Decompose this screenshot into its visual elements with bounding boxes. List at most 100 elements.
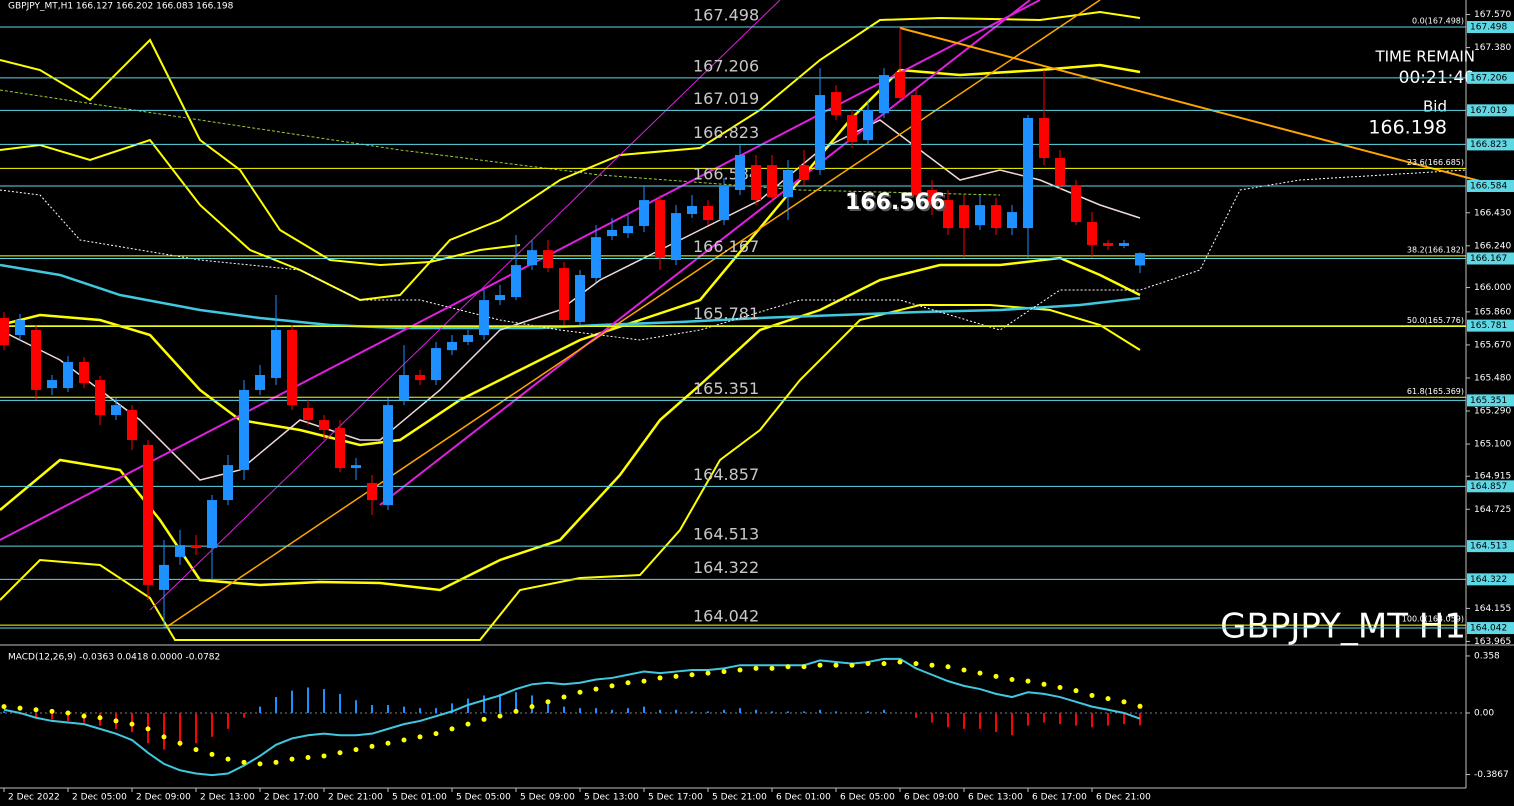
level-label: 164.322 xyxy=(693,558,759,577)
signal-dot xyxy=(609,683,615,689)
candle-body xyxy=(447,341,457,351)
signal-dot xyxy=(417,734,423,740)
signal-dot xyxy=(561,694,567,700)
signal-dot xyxy=(1057,684,1063,690)
signal-dot xyxy=(529,704,535,710)
signal-dot xyxy=(785,664,791,670)
signal-dot xyxy=(497,713,503,719)
candle-body xyxy=(1119,243,1129,246)
bid-price: 166.198 xyxy=(1368,117,1447,139)
level-price-box xyxy=(1467,540,1514,553)
signal-dot xyxy=(1089,692,1095,698)
signal-dot xyxy=(881,661,887,667)
signal-dot xyxy=(929,662,935,668)
level-label: 166.823 xyxy=(693,123,759,142)
candle-body xyxy=(463,335,473,342)
candle-body xyxy=(1103,243,1113,246)
y-tick-label: 166.000 xyxy=(1474,283,1511,293)
candle-body xyxy=(63,361,73,389)
level-label: 165.781 xyxy=(693,304,759,323)
y-tick-label: 164.725 xyxy=(1474,505,1511,515)
y-tick-label: 165.480 xyxy=(1474,373,1511,383)
signal-dot xyxy=(17,705,23,711)
signal-dot xyxy=(1,704,7,710)
candle-body xyxy=(319,420,329,430)
candle-body xyxy=(95,380,105,416)
candle-body xyxy=(687,205,697,214)
y-tick-label: 0.00 xyxy=(1474,708,1494,718)
signal-dot xyxy=(1025,678,1031,684)
time-remain-label: TIME REMAIN xyxy=(1374,48,1475,66)
signal-dot xyxy=(337,750,343,756)
x-tick-label: 2 Dec 09:00 xyxy=(136,793,191,803)
candle-body xyxy=(943,200,953,229)
level-price-label: 167.498 xyxy=(1470,23,1507,33)
signal-dot xyxy=(113,718,119,724)
candle-body xyxy=(1023,117,1033,229)
x-tick-label: 6 Dec 13:00 xyxy=(968,793,1023,803)
level-label: 164.513 xyxy=(693,525,759,544)
signal-dot xyxy=(737,667,743,673)
signal-dot xyxy=(1073,688,1079,694)
level-label: 166.584 xyxy=(693,164,759,183)
candle-body xyxy=(1055,157,1065,186)
candle-body xyxy=(223,465,233,501)
fib-label: 23.6(166.685) xyxy=(1407,158,1464,167)
fib-label: 0.0(167.498) xyxy=(1412,17,1464,26)
candle-body xyxy=(159,564,169,590)
watermark: GBPJPY_MT H1 xyxy=(1220,607,1466,647)
signal-dot xyxy=(945,664,951,670)
fib-label: 100.0(164.059) xyxy=(1402,615,1464,624)
signal-dot xyxy=(1121,699,1127,705)
candle-body xyxy=(527,250,537,266)
x-tick-label: 2 Dec 17:00 xyxy=(264,793,319,803)
candle-body xyxy=(639,200,649,226)
signal-dot xyxy=(321,753,327,759)
level-price-box xyxy=(1467,252,1514,265)
candle-body xyxy=(15,320,25,336)
macd-title: MACD(12,26,9) -0.0363 0.0418 0.0000 -0.0… xyxy=(8,653,220,663)
signal-dot xyxy=(897,659,903,665)
signal-dot xyxy=(913,661,919,667)
trend-line xyxy=(899,27,1514,191)
candle-body xyxy=(303,408,313,421)
x-tick-label: 5 Dec 01:00 xyxy=(392,793,447,803)
level-price-box xyxy=(1467,179,1514,192)
signal-dot xyxy=(689,672,695,678)
candle-body xyxy=(511,265,521,298)
candle-body xyxy=(127,409,137,441)
level-label: 164.857 xyxy=(693,465,759,484)
candle-body xyxy=(415,375,425,381)
candle-body xyxy=(927,189,937,206)
y-tick-label: 165.290 xyxy=(1474,407,1511,417)
price-label: 166.566 xyxy=(845,190,945,215)
signal-dot xyxy=(593,686,599,692)
y-tick-label: 166.430 xyxy=(1474,208,1511,218)
level-label: 166.167 xyxy=(693,237,759,256)
level-price-label: 164.513 xyxy=(1470,542,1507,552)
candle-body xyxy=(767,165,777,198)
signal-dot xyxy=(657,675,663,681)
candle-body xyxy=(911,95,921,196)
signal-dot xyxy=(625,680,631,686)
ichimoku-span xyxy=(0,169,1467,341)
signal-dot xyxy=(385,740,391,746)
candle-body xyxy=(991,205,1001,229)
signal-dot xyxy=(833,662,839,668)
candle-body xyxy=(815,95,825,170)
candle-body xyxy=(879,75,889,114)
signal-dot xyxy=(193,747,199,753)
signal-dot xyxy=(401,737,407,743)
candle-body xyxy=(287,329,297,406)
signal-dot xyxy=(1041,681,1047,687)
level-price-box xyxy=(1467,480,1514,493)
signal-dot xyxy=(97,715,103,721)
y-tick-label: 165.100 xyxy=(1474,440,1511,450)
candle-body xyxy=(431,348,441,381)
candle-body xyxy=(0,317,9,346)
candle-body xyxy=(1039,117,1049,158)
slow-moving-average xyxy=(0,89,1001,196)
x-tick-label: 5 Dec 21:00 xyxy=(712,793,767,803)
candle-body xyxy=(719,185,729,221)
